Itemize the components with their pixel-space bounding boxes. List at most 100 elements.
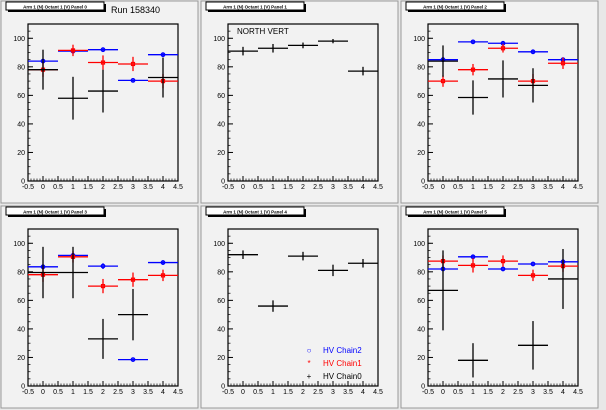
star-marker — [100, 283, 106, 289]
x-tick-label: 0.5 — [253, 184, 263, 191]
x-tick-label: 2.5 — [313, 389, 323, 396]
y-tick-label: 0 — [21, 384, 25, 391]
x-tick-label: 3 — [331, 184, 335, 191]
x-tick-label: 2.5 — [513, 389, 523, 396]
x-tick-label: 0 — [241, 389, 245, 396]
x-tick-label: 3.5 — [543, 184, 553, 191]
y-tick-label: 0 — [221, 384, 225, 391]
x-tick-label: 1 — [271, 389, 275, 396]
panel-background — [200, 205, 399, 409]
x-tick-label: -0.5 — [222, 389, 234, 396]
circle-marker — [100, 47, 106, 53]
y-tick-label: 80 — [17, 64, 25, 71]
panel-5: Arm 1 (N) Octant 1 (V) Panel 5-0.5 0 0.5 1 1… — [400, 205, 599, 409]
y-tick-label: 80 — [217, 64, 225, 71]
y-tick-label: 20 — [17, 355, 25, 362]
title-box — [205, 1, 305, 11]
x-tick-label: 0.5 — [453, 389, 463, 396]
data-point-hv-chain0 — [258, 300, 288, 312]
title-box — [5, 1, 105, 11]
x-tick-label: 1.5 — [483, 389, 493, 396]
star-marker — [160, 273, 166, 278]
data-point-hv-chain2 — [148, 260, 178, 265]
y-tick-label: 20 — [417, 150, 425, 157]
data-point-hv-chain0 — [318, 264, 348, 277]
star-marker — [470, 263, 476, 268]
x-tick-label: 3 — [331, 389, 335, 396]
x-tick-label: -0.5 — [22, 389, 34, 396]
data-point-hv-chain1 — [488, 255, 518, 267]
data-point-hv-chain0 — [458, 343, 488, 378]
y-tick-label: 0 — [421, 179, 425, 186]
x-tick-label: 3 — [531, 184, 535, 191]
x-tick-label: 1 — [471, 389, 475, 396]
x-tick-label: 2 — [301, 389, 305, 396]
data-point-hv-chain0 — [58, 76, 88, 120]
y-tick-label: 80 — [417, 269, 425, 276]
star-marker — [500, 46, 506, 51]
y-tick-label: 0 — [21, 179, 25, 186]
data-point-hv-chain0 — [288, 251, 318, 261]
x-tick-label: 4 — [361, 389, 365, 396]
data-point-hv-chain1 — [548, 57, 578, 69]
x-tick-label: 4.5 — [573, 389, 583, 396]
data-point-hv-chain0 — [428, 250, 458, 331]
y-tick-label: 100 — [413, 36, 425, 43]
y-tick-label: 60 — [17, 298, 25, 305]
data-point-hv-chain0 — [88, 318, 118, 359]
circle-marker — [130, 77, 136, 83]
y-tick-label: 40 — [17, 326, 25, 333]
x-tick-label: -0.5 — [22, 184, 34, 191]
circle-marker — [160, 52, 166, 58]
panel-1: Arm 1 (N) Octant 1 (V) Panel 1-0.5 0 0.5 1 1… — [200, 0, 399, 204]
data-point-hv-chain0 — [518, 321, 548, 370]
legend-entry: HV Chain0 — [323, 372, 362, 381]
y-tick-label: 100 — [213, 241, 225, 248]
data-point-hv-chain0 — [28, 246, 58, 299]
x-tick-label: 3.5 — [543, 389, 553, 396]
y-tick-label: 0 — [221, 179, 225, 186]
y-tick-label: 20 — [17, 150, 25, 157]
x-tick-label: 2.5 — [513, 184, 523, 191]
data-point-hv-chain0 — [58, 246, 88, 299]
circle-marker — [160, 260, 166, 265]
data-point-hv-chain0 — [488, 60, 518, 98]
y-tick-label: 40 — [417, 121, 425, 128]
data-point-hv-chain0 — [28, 49, 58, 90]
data-point-hv-chain1 — [118, 272, 148, 287]
data-point-hv-chain0 — [288, 42, 318, 49]
x-tick-label: 2 — [501, 389, 505, 396]
circle-marker — [530, 49, 536, 55]
x-tick-label: 2 — [301, 184, 305, 191]
x-tick-label: 1.5 — [283, 184, 293, 191]
data-point-hv-chain0 — [458, 80, 488, 115]
data-point-hv-chain2 — [118, 77, 148, 83]
star-marker — [440, 78, 446, 84]
data-point-hv-chain2 — [88, 263, 118, 269]
data-point-hv-chain0 — [228, 46, 258, 56]
x-tick-label: 4.5 — [373, 184, 383, 191]
legend-marker-icon: * — [307, 359, 310, 368]
data-point-hv-chain2 — [88, 47, 118, 53]
panel-background — [400, 0, 599, 204]
x-tick-label: 0 — [41, 184, 45, 191]
data-point-hv-chain1 — [58, 44, 88, 57]
x-tick-label: 0 — [441, 389, 445, 396]
panel-4: Arm 1 (N) Octant 1 (V) Panel 4-0.5 0 0.5 1 1… — [200, 205, 399, 409]
title-box — [405, 1, 505, 11]
data-point-hv-chain0 — [428, 45, 458, 77]
x-tick-label: 1.5 — [83, 389, 93, 396]
data-point-hv-chain2 — [518, 261, 548, 267]
panel-background — [0, 205, 199, 409]
y-tick-label: 100 — [13, 36, 25, 43]
y-tick-label: 20 — [217, 150, 225, 157]
data-point-hv-chain2 — [488, 266, 518, 272]
x-tick-label: 3 — [531, 389, 535, 396]
x-tick-label: 4.5 — [373, 389, 383, 396]
x-tick-label: 4 — [561, 389, 565, 396]
x-tick-label: 3.5 — [143, 389, 153, 396]
data-point-hv-chain1 — [148, 269, 178, 282]
x-tick-label: 2 — [101, 389, 105, 396]
data-point-hv-chain0 — [148, 57, 178, 98]
